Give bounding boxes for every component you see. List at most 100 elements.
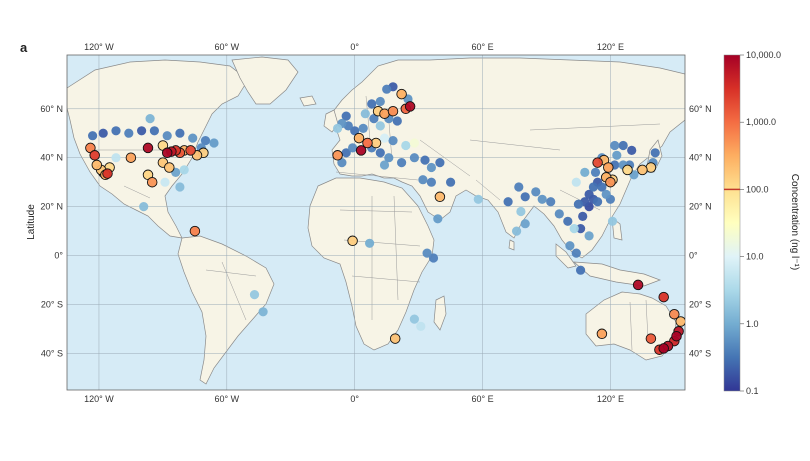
sample-point [355,145,367,156]
sample-point [435,158,445,168]
sample-point [520,192,530,202]
sample-point [185,145,196,156]
sample-point [433,214,443,224]
sample-point [375,148,385,158]
sample-point [546,197,556,207]
sample-point [426,177,436,187]
sample-point [607,216,618,226]
lat-tick-left: 20° N [40,202,63,212]
latitude-ticks-left: 60° N 40° N 20° N 0° 20° S 40° S [40,104,63,359]
sample-point [446,177,456,187]
sample-point [142,142,154,154]
sample-point [353,132,365,144]
sample-point [563,216,573,226]
colorbar-tick-label: 10,000.0 [746,50,781,60]
lat-tick-left: 20° S [41,299,63,309]
sample-point [422,248,432,258]
sample-point [596,328,608,340]
sample-point [622,164,633,176]
sample-point [401,140,411,151]
sample-point [418,175,428,185]
lon-tick-bottom: 120° E [597,394,624,404]
colorbar-tick-label: 10.0 [746,252,764,262]
sample-point [565,241,575,251]
lon-tick-top: 120° E [597,42,624,52]
sample-point [590,167,601,177]
sample-point [387,105,399,117]
longitude-ticks-top: 120° W 60° W 0° 60° E 120° E [84,42,624,52]
lon-tick-top: 120° W [84,42,114,52]
sample-point [179,165,189,175]
sample-point [375,121,385,131]
sample-point [375,96,385,107]
sample-point [137,126,147,136]
sample-point [358,123,368,133]
sample-point [428,253,439,263]
sample-point [650,148,660,158]
sample-point [592,157,603,168]
sample-point [388,136,398,146]
sample-point [573,199,584,209]
sample-point [111,126,121,136]
sample-point [576,265,586,275]
sample-point [578,211,588,221]
sample-point [671,330,682,342]
sample-point [125,152,137,163]
sample-point [162,131,172,141]
sample-point [576,224,586,234]
sample-point [610,140,620,151]
sample-point [91,159,103,171]
sample-point [605,176,616,188]
colorbar-gradient [723,54,741,392]
sample-point [503,197,513,207]
sample-point [347,235,358,247]
sample-point [350,126,360,136]
sample-point [434,191,446,203]
sample-point [98,128,108,138]
sample-point [571,177,581,187]
africa [307,177,435,351]
latitude-ticks-right: 60° N 40° N 20° N 0° 20° S 40° S [689,104,712,359]
sample-point [516,206,526,217]
sample-point [332,150,343,161]
lon-tick-top: 0° [350,42,359,52]
lat-tick-left: 0° [54,251,63,261]
sample-point [597,182,607,192]
sample-point [379,133,390,143]
sample-point [333,123,343,133]
sample-point [584,231,594,241]
lon-tick-bottom: 0° [350,394,359,404]
lat-tick-left: 40° S [41,348,63,358]
sample-point [569,224,579,234]
lat-tick-right: 20° S [689,299,711,309]
lat-tick-right: 0° [689,251,698,261]
sample-point [175,182,185,192]
sample-point [362,137,373,149]
sample-point [396,88,407,100]
colorbar-tick-label: 0.1 [746,386,759,396]
lon-tick-top: 60° W [215,42,240,52]
colorbar-tick-label: 100.0 [746,184,769,194]
lat-tick-right: 40° S [689,348,711,358]
sample-point [658,291,669,303]
sample-point [164,162,175,173]
sample-point [369,114,379,124]
sample-point [632,279,644,291]
sample-point [149,126,159,136]
sample-point [514,182,524,192]
sample-point [554,209,564,219]
sample-point [658,343,669,354]
sample-point [603,162,614,173]
sample-point [409,138,419,148]
lat-tick-right: 60° N [689,104,712,114]
colorbar-label: Concentration (ng l⁻¹) [789,174,800,270]
sample-point [102,168,113,179]
sample-point [588,182,599,192]
sample-point [145,114,155,124]
sample-point [146,176,158,188]
sample-point [348,143,358,153]
map-frame [66,54,686,391]
panel-label: a [20,40,28,55]
sumatra [555,243,577,269]
